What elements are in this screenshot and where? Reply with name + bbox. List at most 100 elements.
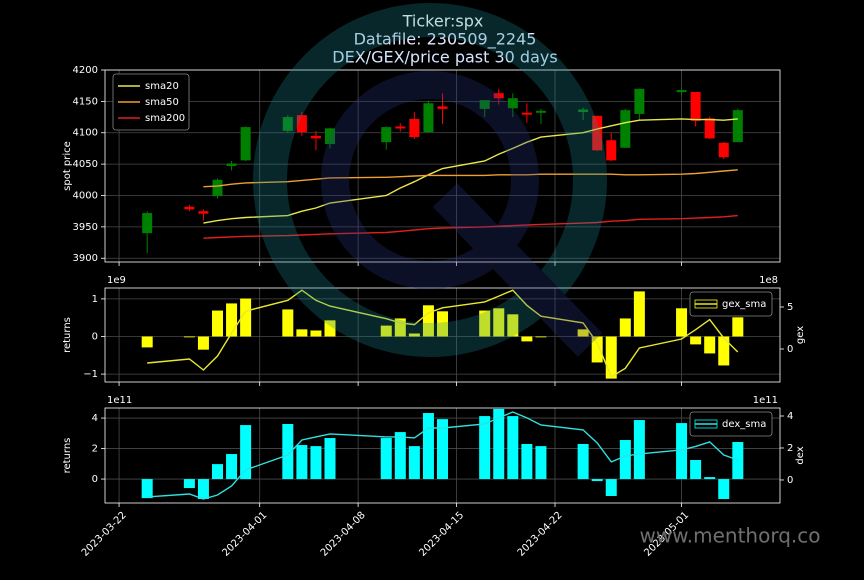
- y-tick-label: 1: [92, 294, 98, 305]
- candle-body: [212, 179, 223, 197]
- bar: [183, 336, 195, 338]
- bar: [718, 336, 730, 366]
- line-series: [203, 169, 738, 188]
- line-series: [203, 118, 738, 224]
- y-offset-label: 1e11: [107, 395, 132, 406]
- y2-axis-label: gex: [795, 326, 806, 344]
- y-tick-label: 0: [92, 332, 98, 343]
- candle-body: [409, 118, 420, 138]
- y-axis-label: returns: [62, 317, 73, 353]
- title-line: DEX/GEX/price past 30 days: [332, 48, 557, 67]
- bar: [507, 416, 519, 480]
- candle-body: [507, 98, 518, 109]
- bar: [577, 329, 589, 337]
- candle-body: [521, 112, 532, 115]
- axes-frame: [104, 407, 781, 504]
- bar: [577, 443, 589, 480]
- y-tick-label: 4050: [73, 159, 98, 170]
- y2-tick-label: 0: [787, 344, 793, 355]
- candle-body: [578, 109, 589, 113]
- bar: [240, 425, 252, 480]
- y2-tick-label: 4: [787, 411, 793, 422]
- bar: [704, 477, 716, 480]
- candle-body: [282, 117, 293, 131]
- title-line: Datafile: 230509_2245: [354, 30, 537, 50]
- bar: [141, 336, 153, 348]
- bar: [282, 309, 294, 337]
- bar: [422, 413, 434, 480]
- bar: [183, 479, 195, 489]
- bar: [226, 454, 238, 480]
- bar: [408, 333, 420, 337]
- y-tick-label: 4000: [73, 190, 98, 201]
- legend-label: dex_sma: [722, 419, 766, 430]
- bar: [521, 336, 533, 342]
- bar: [479, 416, 491, 480]
- axes-frame: [104, 287, 781, 383]
- candle-body: [142, 213, 153, 234]
- bar: [310, 330, 322, 337]
- y-tick-label: 0: [92, 474, 98, 485]
- bar: [619, 440, 631, 480]
- bar: [380, 325, 392, 337]
- legend-box: [112, 73, 190, 131]
- y2-offset-label: 1e8: [759, 275, 778, 286]
- candle-body: [732, 110, 743, 143]
- bar: [296, 445, 308, 480]
- bar: [197, 479, 209, 500]
- candle-body: [620, 110, 631, 148]
- watermark-text: www.menthorq.co: [640, 524, 821, 548]
- bar: [591, 336, 603, 363]
- y-tick-label: 3900: [73, 253, 98, 264]
- bar: [619, 318, 631, 337]
- legend-label: sma20: [145, 81, 179, 92]
- candle-body: [479, 100, 490, 109]
- line-series: [147, 289, 739, 378]
- bar: [732, 317, 744, 337]
- logo-ring: [321, 71, 539, 289]
- bar: [605, 479, 617, 496]
- candle-body: [535, 110, 546, 113]
- y2-axis-label: dex: [795, 446, 806, 464]
- y-tick-label: 4100: [73, 128, 98, 139]
- y-tick-label: 3950: [73, 222, 98, 233]
- logo-watermark: [253, 3, 607, 357]
- bar: [437, 419, 448, 480]
- candle-body: [395, 126, 406, 129]
- bar: [535, 446, 547, 480]
- line-series: [203, 214, 738, 239]
- candle-body: [690, 91, 701, 121]
- y-offset-label: 1e9: [107, 275, 126, 286]
- bar: [676, 308, 688, 337]
- bar: [732, 442, 744, 480]
- bar: [493, 308, 505, 337]
- bar: [633, 291, 645, 337]
- bar: [718, 479, 730, 500]
- candle-body: [184, 206, 195, 210]
- candle-body: [325, 128, 335, 145]
- bar: [310, 446, 322, 480]
- candle-body: [493, 93, 504, 99]
- legend-label: sma200: [145, 113, 185, 124]
- bar: [507, 314, 519, 337]
- candle-body: [310, 135, 321, 139]
- panel: 3900 3950 4000 4050 4100 4150 4200 spot price sm…: [62, 65, 781, 266]
- y-tick-label: 4200: [73, 65, 98, 76]
- bar: [197, 336, 209, 350]
- candle-body: [240, 127, 251, 161]
- y2-offset-label: 1e11: [753, 395, 778, 406]
- y-axis-label: returns: [62, 438, 73, 474]
- y-axis-label: spot price: [62, 141, 73, 191]
- y2-tick-label: 0: [787, 475, 793, 486]
- y-tick-label: 4: [92, 413, 98, 424]
- bar: [690, 336, 702, 345]
- bar: [493, 408, 505, 480]
- bar: [535, 336, 547, 338]
- candle-body: [676, 90, 687, 93]
- title-line: Ticker:spx: [402, 12, 484, 31]
- legend-label: sma50: [145, 97, 179, 108]
- candle-body: [296, 115, 307, 133]
- candle-body: [226, 163, 237, 166]
- bar: [394, 318, 406, 337]
- bar: [394, 432, 406, 480]
